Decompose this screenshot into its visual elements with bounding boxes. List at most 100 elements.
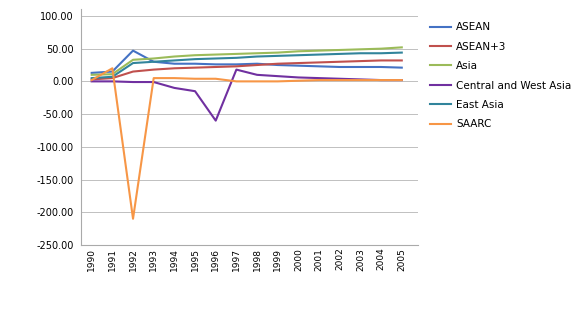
ASEAN: [130, 49, 137, 52]
East Asia: [150, 60, 157, 64]
ASEAN+3: [274, 62, 281, 66]
SAARC: [274, 79, 281, 83]
Asia: [88, 73, 95, 77]
East Asia: [233, 56, 240, 60]
ASEAN+3: [109, 76, 116, 80]
ASEAN+3: [295, 61, 302, 65]
East Asia: [130, 61, 137, 65]
Central and West Asia: [357, 78, 364, 81]
ASEAN: [88, 71, 95, 75]
Line: ASEAN+3: ASEAN+3: [92, 60, 402, 79]
SAARC: [130, 217, 137, 221]
Central and West Asia: [315, 76, 322, 80]
ASEAN+3: [88, 78, 95, 81]
East Asia: [357, 51, 364, 55]
East Asia: [192, 57, 199, 61]
Asia: [253, 51, 260, 55]
ASEAN+3: [357, 59, 364, 63]
ASEAN: [295, 64, 302, 68]
Asia: [378, 47, 385, 51]
Central and West Asia: [88, 79, 95, 83]
Central and West Asia: [150, 80, 157, 84]
ASEAN+3: [212, 65, 219, 69]
Central and West Asia: [378, 78, 385, 82]
Central and West Asia: [253, 73, 260, 77]
SAARC: [233, 79, 240, 83]
Asia: [212, 53, 219, 57]
ASEAN+3: [315, 61, 322, 64]
Asia: [399, 46, 406, 49]
ASEAN: [253, 62, 260, 66]
ASEAN: [150, 60, 157, 64]
Asia: [315, 49, 322, 52]
East Asia: [109, 75, 116, 79]
ASEAN: [315, 64, 322, 68]
Asia: [357, 47, 364, 51]
Central and West Asia: [399, 78, 406, 82]
Central and West Asia: [274, 74, 281, 78]
Asia: [274, 51, 281, 54]
SAARC: [109, 66, 116, 70]
Line: East Asia: East Asia: [92, 52, 402, 78]
Central and West Asia: [295, 76, 302, 79]
ASEAN+3: [150, 68, 157, 72]
SAARC: [357, 78, 364, 82]
Line: Central and West Asia: Central and West Asia: [92, 70, 402, 121]
Central and West Asia: [233, 68, 240, 72]
Legend: ASEAN, ASEAN+3, Asia, Central and West Asia, East Asia, SAARC: ASEAN, ASEAN+3, Asia, Central and West A…: [427, 19, 575, 133]
Central and West Asia: [192, 89, 199, 93]
SAARC: [88, 78, 95, 82]
ASEAN+3: [130, 70, 137, 73]
ASEAN: [171, 62, 178, 66]
Central and West Asia: [336, 77, 343, 81]
ASEAN: [212, 62, 219, 66]
Line: ASEAN: ASEAN: [92, 51, 402, 73]
ASEAN+3: [233, 64, 240, 68]
East Asia: [274, 54, 281, 58]
SAARC: [192, 77, 199, 81]
East Asia: [253, 55, 260, 58]
SAARC: [253, 79, 260, 83]
East Asia: [399, 51, 406, 54]
SAARC: [150, 76, 157, 80]
ASEAN+3: [253, 63, 260, 67]
ASEAN: [233, 62, 240, 66]
Line: SAARC: SAARC: [92, 68, 402, 219]
Asia: [233, 52, 240, 56]
Central and West Asia: [130, 80, 137, 84]
East Asia: [378, 51, 385, 55]
SAARC: [378, 78, 385, 82]
ASEAN+3: [192, 66, 199, 69]
ASEAN+3: [378, 58, 385, 62]
SAARC: [212, 77, 219, 81]
Asia: [336, 48, 343, 52]
Asia: [130, 58, 137, 62]
Asia: [150, 57, 157, 60]
SAARC: [399, 78, 406, 82]
Central and West Asia: [171, 86, 178, 90]
ASEAN: [378, 65, 385, 69]
East Asia: [295, 53, 302, 57]
ASEAN: [192, 62, 199, 66]
East Asia: [212, 57, 219, 60]
SAARC: [295, 79, 302, 83]
ASEAN+3: [336, 60, 343, 64]
Asia: [192, 53, 199, 57]
Central and West Asia: [109, 79, 116, 83]
Central and West Asia: [212, 119, 219, 122]
Line: Asia: Asia: [92, 47, 402, 75]
ASEAN: [399, 66, 406, 69]
ASEAN: [109, 70, 116, 73]
Asia: [295, 49, 302, 53]
SAARC: [336, 78, 343, 82]
East Asia: [336, 52, 343, 56]
ASEAN+3: [171, 66, 178, 70]
East Asia: [88, 76, 95, 80]
ASEAN: [336, 65, 343, 69]
East Asia: [315, 53, 322, 57]
ASEAN: [274, 63, 281, 67]
Asia: [171, 55, 178, 58]
SAARC: [315, 78, 322, 82]
SAARC: [171, 76, 178, 80]
ASEAN+3: [399, 58, 406, 62]
